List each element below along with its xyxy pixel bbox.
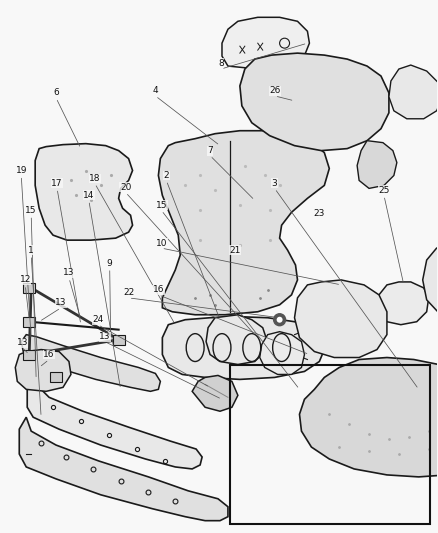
Text: 15: 15 (25, 206, 37, 215)
Text: 15: 15 (155, 201, 167, 210)
Polygon shape (357, 141, 397, 188)
Polygon shape (113, 335, 124, 345)
Text: 12: 12 (20, 276, 31, 285)
Text: 3: 3 (272, 179, 278, 188)
Text: 23: 23 (314, 209, 325, 218)
Polygon shape (379, 282, 429, 325)
Polygon shape (260, 332, 304, 375)
Text: 10: 10 (155, 239, 167, 248)
Text: 26: 26 (269, 86, 280, 95)
Text: 25: 25 (378, 186, 390, 195)
Text: 13: 13 (55, 298, 67, 308)
Polygon shape (23, 283, 35, 293)
Text: 13: 13 (17, 338, 28, 347)
Text: 16: 16 (43, 350, 55, 359)
Polygon shape (23, 317, 35, 327)
Text: 24: 24 (92, 315, 103, 324)
Polygon shape (206, 315, 267, 365)
Polygon shape (192, 375, 238, 411)
Text: 1: 1 (28, 246, 34, 255)
Polygon shape (23, 350, 35, 360)
Polygon shape (50, 373, 62, 382)
Polygon shape (35, 144, 133, 240)
Circle shape (274, 314, 286, 326)
Polygon shape (162, 317, 324, 379)
Text: 16: 16 (152, 285, 164, 294)
Text: 14: 14 (83, 191, 95, 200)
Polygon shape (300, 358, 438, 477)
Text: 8: 8 (218, 59, 224, 68)
Polygon shape (15, 350, 71, 391)
Polygon shape (240, 53, 389, 151)
Text: 19: 19 (15, 166, 27, 175)
Polygon shape (222, 17, 309, 69)
Text: 4: 4 (152, 86, 158, 95)
Polygon shape (389, 65, 438, 119)
Text: 7: 7 (207, 146, 213, 155)
Circle shape (304, 350, 314, 360)
Circle shape (277, 317, 283, 322)
Text: 17: 17 (51, 179, 63, 188)
Polygon shape (27, 379, 202, 469)
Polygon shape (21, 335, 160, 391)
Text: 18: 18 (89, 174, 101, 183)
Polygon shape (159, 131, 329, 315)
Text: 20: 20 (120, 183, 131, 192)
Bar (230, 365, 430, 523)
Text: 22: 22 (123, 288, 134, 297)
Text: 2: 2 (163, 171, 169, 180)
Text: 21: 21 (229, 246, 240, 255)
Polygon shape (19, 417, 228, 521)
Text: 13: 13 (99, 332, 110, 341)
Text: 13: 13 (63, 269, 75, 278)
Polygon shape (294, 280, 387, 358)
Polygon shape (423, 244, 438, 320)
Text: 9: 9 (107, 259, 113, 268)
Text: 6: 6 (53, 88, 59, 98)
